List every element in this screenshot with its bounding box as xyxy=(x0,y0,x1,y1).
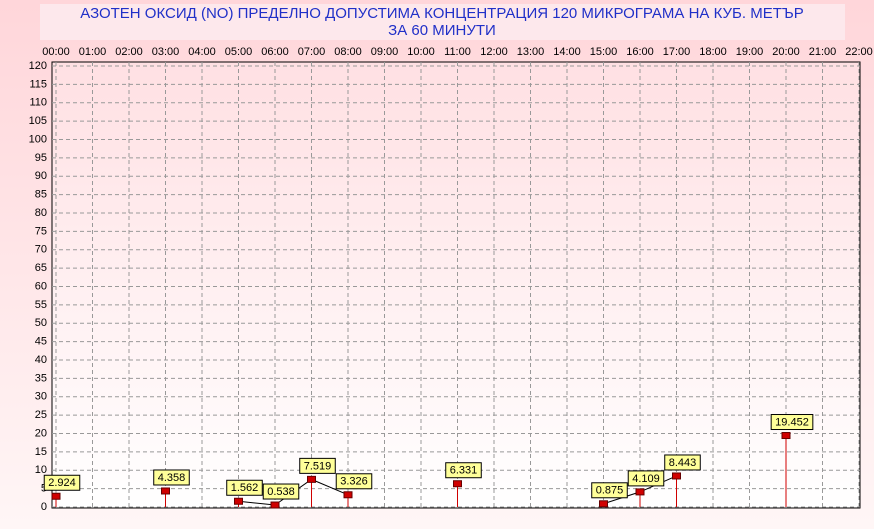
y-tick-label: 75 xyxy=(35,225,47,237)
y-tick-label: 55 xyxy=(35,299,47,311)
data-label-box xyxy=(43,474,81,491)
data-label-box xyxy=(627,470,665,487)
data-label: 4.109 xyxy=(632,473,660,485)
x-tick-label: 02:00 xyxy=(115,46,143,58)
data-label: 3.326 xyxy=(340,476,368,488)
y-tick-label: 40 xyxy=(35,354,47,366)
x-tick-label: 20:00 xyxy=(772,46,800,58)
y-tick-label: 30 xyxy=(35,391,47,403)
marker xyxy=(161,487,170,495)
data-label-box xyxy=(770,414,814,431)
x-tick-label: 06:00 xyxy=(261,46,289,58)
y-tick-label: 110 xyxy=(29,97,47,109)
data-label-box xyxy=(226,479,263,496)
y-tick-label: 20 xyxy=(35,427,47,439)
x-tick-label: 22:00 xyxy=(845,46,873,58)
x-tick-label: 18:00 xyxy=(699,46,727,58)
data-label-box xyxy=(591,482,628,499)
x-tick-label: 17:00 xyxy=(663,46,691,58)
y-tick-label: 15 xyxy=(35,446,47,458)
marker xyxy=(635,488,645,496)
x-tick-label: 08:00 xyxy=(334,46,362,58)
marker xyxy=(781,432,791,440)
marker xyxy=(51,492,61,500)
x-tick-label: 12:00 xyxy=(480,46,508,58)
title-box xyxy=(40,4,845,40)
y-tick-label: 100 xyxy=(29,133,47,145)
x-tick-label: 05:00 xyxy=(225,46,253,58)
y-tick-label: 35 xyxy=(35,372,47,384)
y-tick-label: 50 xyxy=(35,317,47,329)
y-tick-label: 10 xyxy=(35,464,47,476)
y-tick-label: 120 xyxy=(29,60,47,72)
y-tick-label: 70 xyxy=(35,244,47,256)
x-tick-label: 11:00 xyxy=(444,46,471,58)
data-label: 4.358 xyxy=(158,472,186,484)
x-tick-label: 15:00 xyxy=(590,46,618,58)
y-tick-label: 80 xyxy=(35,207,47,219)
marker xyxy=(270,501,280,509)
marker xyxy=(453,480,462,488)
data-label-box xyxy=(262,483,300,500)
chart-title: АЗОТЕН ОКСИД (NO) ПРЕДЕЛНО ДОПУСТИМА КОН… xyxy=(80,5,804,22)
x-tick-label: 09:00 xyxy=(371,46,399,58)
data-label-box xyxy=(335,473,373,490)
y-tick-label: 105 xyxy=(29,115,47,127)
y-tick-label: 65 xyxy=(35,262,47,274)
y-tick-label: 0 xyxy=(41,501,47,513)
x-tick-label: 19:00 xyxy=(736,46,764,58)
plot-area xyxy=(51,61,861,509)
y-tick-label: 115 xyxy=(29,78,47,90)
x-tick-label: 00:00 xyxy=(42,46,70,58)
marker xyxy=(343,491,353,499)
marker xyxy=(234,497,243,505)
x-tick-label: 13:00 xyxy=(517,46,545,58)
data-label: 19.452 xyxy=(775,416,809,428)
x-tick-label: 03:00 xyxy=(152,46,180,58)
data-label: 2.924 xyxy=(48,477,76,489)
x-tick-label: 14:00 xyxy=(553,46,581,58)
data-label: 1.562 xyxy=(231,482,259,494)
x-tick-label: 04:00 xyxy=(188,46,216,58)
x-tick-label: 01:00 xyxy=(79,46,107,58)
data-label-box xyxy=(299,457,336,474)
y-tick-label: 45 xyxy=(35,336,47,348)
data-label-box xyxy=(445,462,482,479)
x-tick-label: 07:00 xyxy=(298,46,326,58)
x-tick-label: 16:00 xyxy=(626,46,654,58)
data-label: 0.875 xyxy=(596,485,624,497)
marker xyxy=(307,475,316,483)
y-tick-label: 95 xyxy=(35,152,47,164)
data-label: 8.443 xyxy=(669,457,697,469)
data-label-box xyxy=(664,454,701,471)
data-label: 6.331 xyxy=(450,465,478,477)
marker xyxy=(599,500,608,508)
data-label-box xyxy=(153,469,190,486)
y-tick-label: 90 xyxy=(35,170,47,182)
y-tick-label: 60 xyxy=(35,280,47,292)
y-tick-label: 25 xyxy=(35,409,47,421)
marker xyxy=(672,472,681,480)
y-tick-label: 85 xyxy=(35,189,47,201)
data-label: 7.519 xyxy=(304,460,332,472)
data-label: 0.538 xyxy=(267,486,295,498)
chart-subtitle: ЗА 60 МИНУТИ xyxy=(388,22,496,39)
x-tick-label: 10:00 xyxy=(407,46,435,58)
x-tick-label: 21:00 xyxy=(809,46,837,58)
